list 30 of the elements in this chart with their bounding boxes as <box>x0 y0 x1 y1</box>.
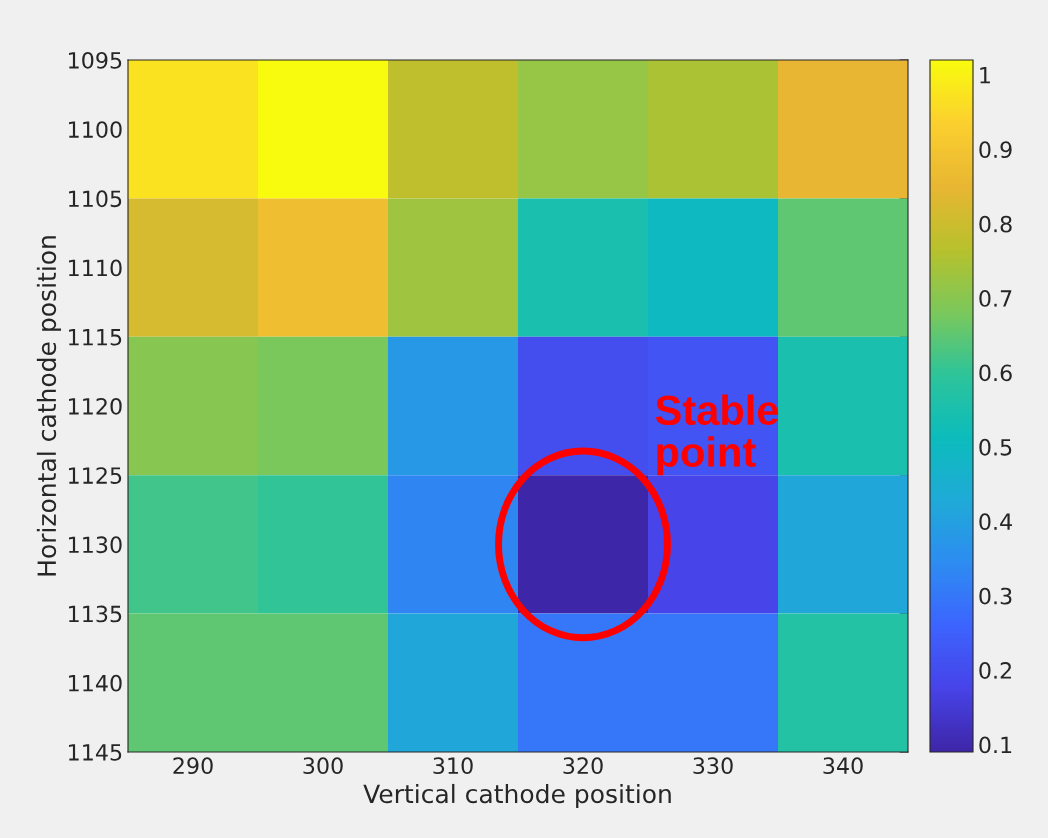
y-tick-label: 1125 <box>69 467 122 484</box>
color-bar-label: 0.6 <box>979 364 1012 382</box>
y-tick-label: 1100 <box>69 121 122 138</box>
y-tick-label: 1110 <box>69 259 122 277</box>
color-bar-label: 0.3 <box>979 587 1012 605</box>
y-tick-label: 1140 <box>69 674 122 692</box>
color-bar-label: 0.4 <box>979 513 1012 531</box>
y-axis-title: Horizontal cathode position <box>36 236 62 576</box>
color-bar-label: 0.2 <box>979 662 1011 679</box>
color-bar-label: 0.9 <box>979 141 1012 159</box>
y-tick-label: 1135 <box>69 605 122 623</box>
color-bar-label: 0.5 <box>979 438 1012 456</box>
color-bar-label: 0.1 <box>979 736 1012 754</box>
x-tick-label: 310 <box>433 757 473 775</box>
x-tick-label: 320 <box>563 757 603 775</box>
y-tick-label: 1120 <box>69 397 122 415</box>
annotation: Stable point <box>655 394 779 476</box>
x-tick-label: 300 <box>303 757 343 775</box>
color-bar-label: 1 <box>980 67 990 84</box>
y-tick-label: 1145 <box>69 744 122 761</box>
y-tick-label: 1105 <box>69 190 122 208</box>
x-tick-label: 330 <box>693 757 733 775</box>
y-tick-label: 1130 <box>69 536 122 554</box>
color-bar-label: 0.7 <box>979 290 1012 307</box>
y-tick-label: 1095 <box>69 51 122 69</box>
x-tick-label: 340 <box>823 757 863 775</box>
color-bar-label: 0.8 <box>979 215 1012 233</box>
y-tick-label: 1115 <box>69 329 122 346</box>
x-tick-label: 290 <box>173 757 213 775</box>
x-axis-title: Vertical cathode position <box>363 783 671 809</box>
